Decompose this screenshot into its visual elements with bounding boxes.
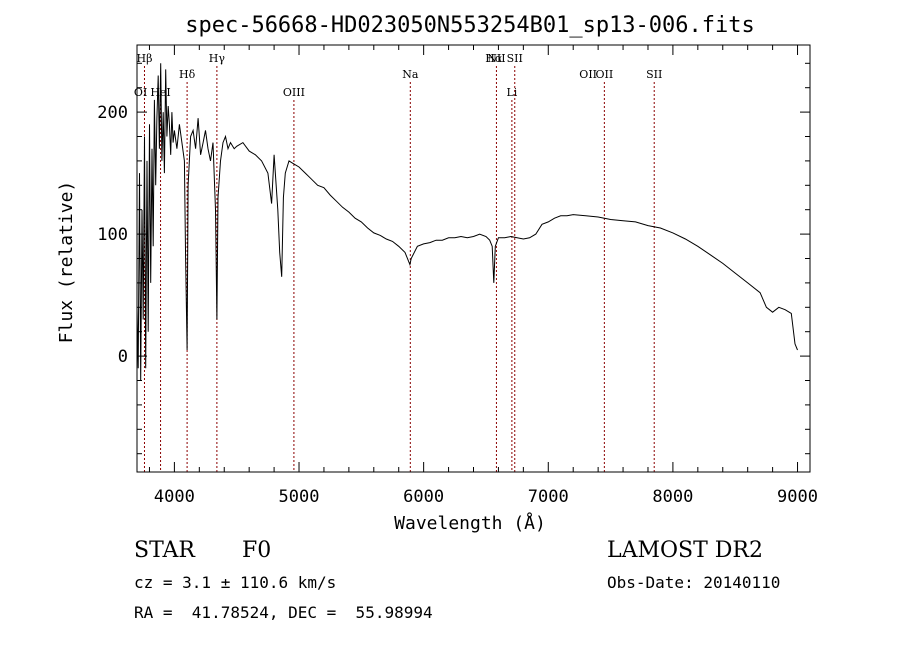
survey-name: LAMOST DR2	[607, 538, 763, 563]
object-subclass: F0	[242, 538, 272, 563]
spectral-line-label: Na	[402, 68, 419, 81]
observation-date: Obs-Date: 20140110	[607, 573, 781, 592]
y-tick-label: 100	[97, 225, 128, 245]
x-axis: 4000 5000 6000 7000 8000 9000	[148, 45, 818, 507]
spectral-line-label: OIII	[283, 86, 305, 99]
spectral-line-label: Hα	[485, 52, 503, 65]
y-axis-label: Flux (relative)	[56, 181, 77, 344]
y-axis: 0 100 200	[97, 62, 810, 455]
spectral-line-label: OII	[596, 68, 614, 81]
object-class: STAR	[134, 538, 195, 563]
x-tick-label: 6000	[403, 487, 444, 507]
spectral-line-label: Hδ	[179, 68, 196, 81]
spectral-line-label: OII	[579, 68, 597, 81]
spectral-line-label: SII	[507, 52, 523, 65]
x-tick-label: 7000	[528, 487, 569, 507]
y-tick-label: 200	[97, 103, 128, 123]
spectrum-line	[136, 63, 798, 381]
spectral-line-label: Li	[506, 86, 517, 99]
x-tick-label: 5000	[279, 487, 320, 507]
x-tick-label: 4000	[154, 487, 195, 507]
spectral-line-label: SII	[646, 68, 662, 81]
spectral-line-label: Hβ	[137, 52, 153, 65]
spectral-line-label: Hγ	[209, 52, 226, 65]
chart-title: spec-56668-HD023050N553254B01_sp13-006.f…	[185, 13, 755, 38]
plot-frame	[136, 44, 811, 473]
spectral-line-label: NII	[487, 52, 505, 65]
redshift-readout: cz = 3.1 ± 110.6 km/s	[134, 573, 337, 592]
x-axis-label: Wavelength (Å)	[394, 512, 546, 534]
y-tick-label: 0	[118, 347, 128, 367]
x-tick-label: 9000	[777, 487, 818, 507]
x-tick-label: 8000	[652, 487, 693, 507]
coordinates-readout: RA = 41.78524, DEC = 55.98994	[134, 603, 433, 622]
